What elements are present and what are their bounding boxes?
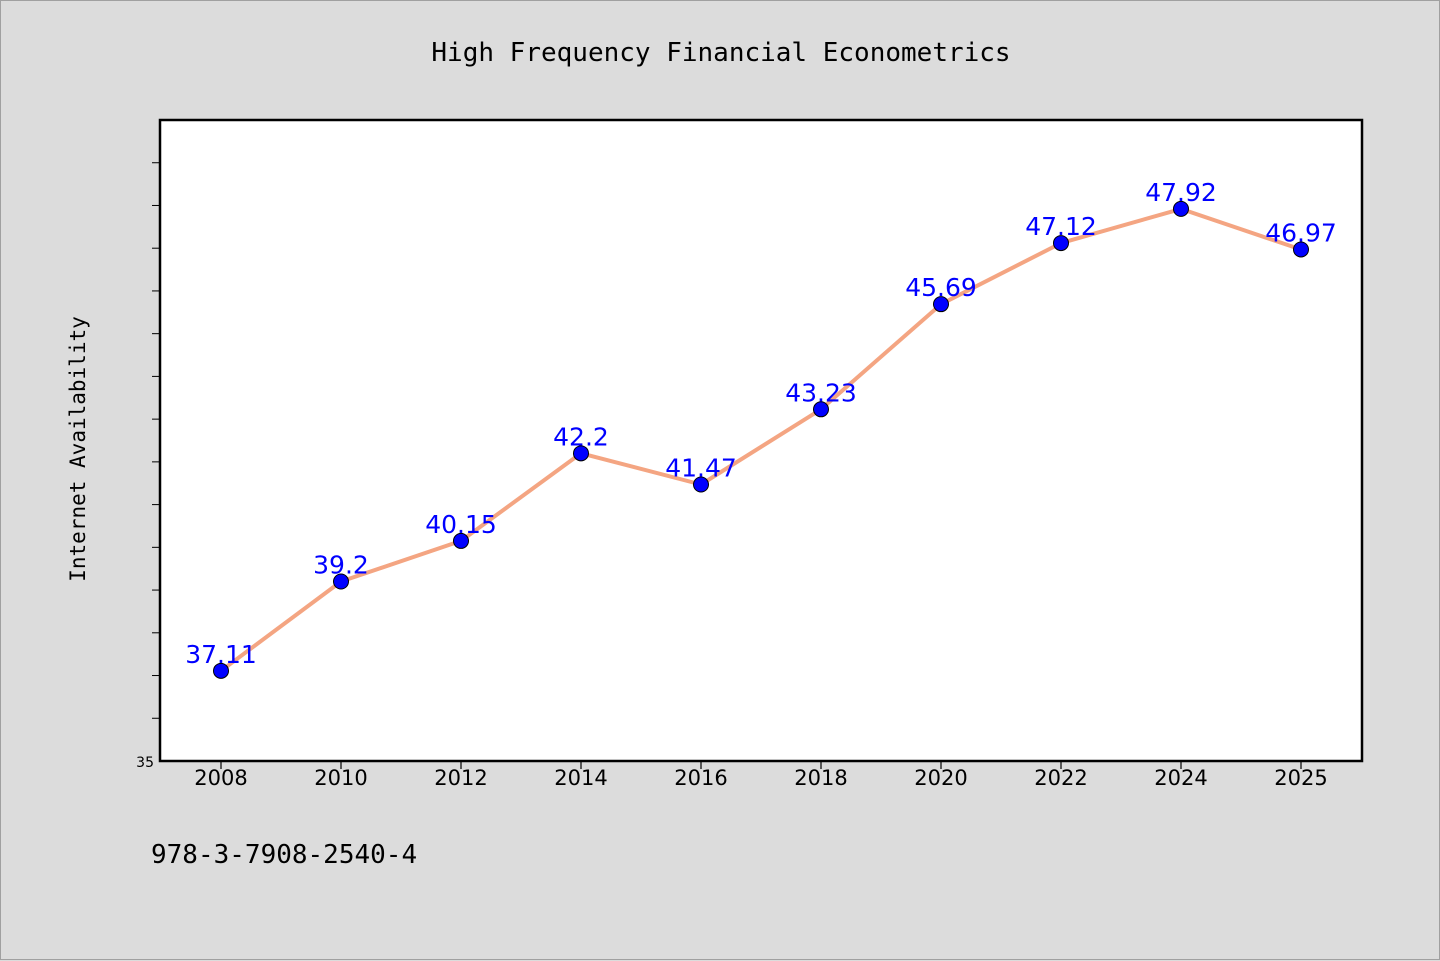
y-tick-label: 35 (136, 755, 154, 771)
x-tick-label: 2016 (674, 766, 727, 790)
data-label: 41.47 (665, 454, 737, 483)
data-label: 40.15 (425, 510, 497, 539)
x-tick-label: 2022 (1034, 766, 1087, 790)
data-label: 47.12 (1025, 212, 1097, 241)
data-point (693, 476, 709, 493)
data-point (1053, 235, 1069, 252)
x-axis-ticks (220, 761, 1302, 769)
x-tick-label: 2025 (1274, 766, 1327, 790)
plot-area (158, 118, 1364, 763)
data-label: 46.97 (1265, 218, 1337, 247)
data-label: 45.69 (905, 273, 977, 302)
data-label: 39.2 (313, 551, 369, 580)
x-tick-label: 2012 (434, 766, 487, 790)
data-labels: 37.11 39.2 40.15 42.2 41.47 43.23 45.69 47.12 47… (185, 178, 1337, 669)
y-axis-label: Internet Availability (66, 316, 90, 582)
data-label: 37.11 (185, 640, 257, 669)
x-tick-label: 2008 (194, 766, 247, 790)
chart-title: High Frequency Financial Econometrics (431, 38, 1010, 68)
data-label: 42.2 (553, 422, 609, 451)
data-point (813, 401, 829, 418)
data-point (573, 445, 589, 462)
x-tick-label: 2010 (314, 766, 367, 790)
data-point (933, 296, 949, 313)
series-markers (213, 200, 1309, 679)
data-label: 47.92 (1145, 178, 1217, 207)
x-tick-label: 2024 (1154, 766, 1207, 790)
data-point (1173, 200, 1189, 217)
x-axis-tick-labels: 2008 2010 2012 2014 2016 2018 2020 2022 2024 2025 (194, 766, 1327, 790)
data-label: 43.23 (785, 378, 857, 407)
x-tick-label: 2018 (794, 766, 847, 790)
y-axis-ticks (152, 162, 160, 719)
data-point (333, 573, 349, 590)
data-point (453, 532, 469, 549)
data-point (1293, 241, 1309, 258)
isbn-footer: 978-3-7908-2540-4 (151, 840, 417, 870)
x-tick-label: 2020 (914, 766, 967, 790)
data-point (213, 662, 229, 679)
series-line (219, 206, 1303, 673)
x-tick-label: 2014 (554, 766, 607, 790)
